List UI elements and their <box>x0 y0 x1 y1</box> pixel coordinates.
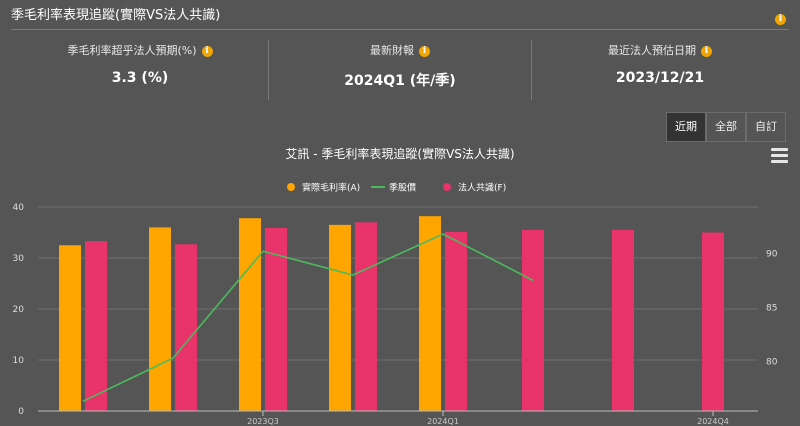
bar-actual <box>419 216 441 411</box>
bar-actual <box>329 224 351 411</box>
range-button-group: 近期 全部 自訂 <box>666 112 786 142</box>
stat-label: 最新財報 <box>370 44 414 57</box>
range-button-custom[interactable]: 自訂 <box>746 112 786 142</box>
page-title: 季毛利率表現追蹤(實際VS法人共識) <box>11 8 221 23</box>
bar-actual <box>149 227 171 411</box>
menu-icon[interactable] <box>771 148 788 163</box>
axes: 0 10 20 30 40 80 85 90 2023Q3 2024Q1 2024Q4 <box>13 203 778 426</box>
y-left-tick-label: 20 <box>13 305 25 315</box>
stat-latest-estimate-date: 最近法人預估日期 i 2023/12/21 <box>530 42 790 86</box>
bar-actual <box>239 218 261 411</box>
bar-consensus <box>445 231 467 411</box>
legend-label: 實際毛利率(A) <box>302 182 360 194</box>
bar-consensus <box>175 244 197 411</box>
stat-label: 季毛利率超乎法人預期(%) <box>67 44 197 57</box>
info-icon[interactable]: i <box>201 45 213 57</box>
range-button-recent[interactable]: 近期 <box>666 112 706 142</box>
info-icon[interactable]: i <box>419 45 430 57</box>
bar-consensus <box>355 222 377 411</box>
grid <box>38 206 758 412</box>
x-tick-label: 2024Q4 <box>697 417 729 426</box>
x-tick-label: 2023Q3 <box>247 417 279 426</box>
stat-latest-report: 最新財報 i 2024Q1 (年/季) <box>270 42 530 90</box>
legend-label: 法人共識(F) <box>458 182 506 194</box>
y-left-tick-label: 10 <box>13 356 25 366</box>
header-divider <box>11 29 789 30</box>
info-icon[interactable]: i <box>701 45 712 57</box>
bar-consensus <box>85 241 107 411</box>
y-right-tick-label: 90 <box>766 249 778 259</box>
chart-title: 艾訊 - 季毛利率表現追蹤(實際VS法人共識) <box>285 146 514 161</box>
legend: 實際毛利率(A) 季股價 法人共識(F) <box>287 182 506 194</box>
bar-consensus <box>612 229 634 411</box>
y-left-tick-label: 30 <box>13 254 25 264</box>
legend-marker <box>287 183 295 191</box>
legend-marker <box>443 183 451 191</box>
stat-value: 2024Q1 (年/季) <box>344 73 456 89</box>
bars <box>59 216 724 411</box>
stat-gross-margin-surprise: 季毛利率超乎法人預期(%) i 3.3 (%) <box>10 42 270 86</box>
range-button-all[interactable]: 全部 <box>706 112 746 142</box>
stock-price-line <box>82 233 534 403</box>
y-left-tick-label: 0 <box>18 407 24 417</box>
stat-divider <box>531 40 532 100</box>
bar-consensus <box>522 229 544 411</box>
stat-divider <box>268 40 269 100</box>
stat-value: 2023/12/21 <box>615 70 705 86</box>
info-icon[interactable]: i <box>775 6 786 25</box>
line-series <box>82 233 534 403</box>
stat-label: 最近法人預估日期 <box>608 44 696 57</box>
bar-actual <box>59 245 81 411</box>
y-left-tick-label: 40 <box>13 203 25 213</box>
legend-label: 季股價 <box>389 182 416 194</box>
y-right-tick-label: 80 <box>766 357 778 367</box>
stat-value: 3.3 (%) <box>111 70 169 86</box>
y-right-tick-label: 85 <box>766 303 777 313</box>
bar-consensus <box>265 227 287 411</box>
x-tick-label: 2024Q1 <box>427 417 459 426</box>
bar-consensus <box>702 232 724 411</box>
